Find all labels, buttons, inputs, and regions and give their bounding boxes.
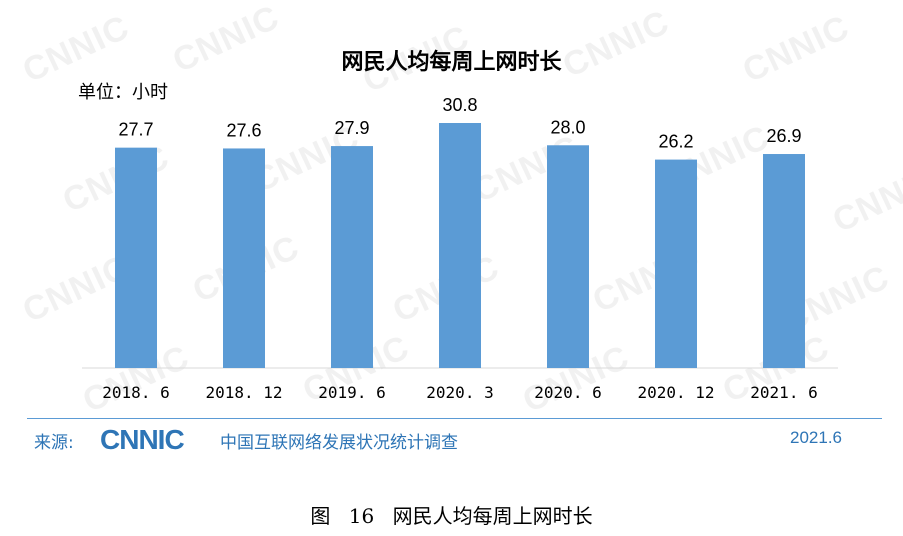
- cnnic-logo-text: CNNIC: [100, 424, 184, 454]
- bar-chart: 27.7 2018. 6 27.6 2018. 12 27.9 2019. 6 30.8 20…: [82, 95, 838, 402]
- x-tick-label: 2018. 12: [205, 383, 282, 402]
- source-date: 2021.6: [790, 428, 842, 447]
- data-label: 27.9: [334, 118, 369, 138]
- data-label: 30.8: [442, 95, 477, 115]
- data-label: 26.9: [766, 126, 801, 146]
- x-tick-label: 2020. 3: [426, 383, 493, 402]
- bar: [115, 147, 157, 368]
- x-tick-label: 2019. 6: [318, 383, 385, 402]
- source-label: 来源:: [34, 433, 74, 453]
- data-label: 27.6: [226, 120, 261, 140]
- bar: [547, 145, 589, 368]
- data-label: 27.7: [118, 120, 153, 140]
- bar: [763, 154, 805, 368]
- bar: [655, 159, 697, 368]
- bar: [331, 146, 373, 368]
- bar: [439, 123, 481, 368]
- source-organization: 中国互联网络发展状况统计调查: [220, 433, 458, 453]
- figure-caption-title: 网民人均每周上网时长: [392, 504, 593, 528]
- x-tick-label: 2018. 6: [102, 383, 169, 402]
- data-label: 26.2: [658, 132, 693, 152]
- cnnic-logo: CNNIC: [100, 424, 185, 454]
- bar: [223, 148, 265, 368]
- figure-caption-number: 16: [348, 504, 375, 528]
- x-tick-label: 2020. 12: [637, 383, 714, 402]
- figure-caption-label: 图: [310, 504, 331, 528]
- figure-caption: 图 16 网民人均每周上网时长: [0, 500, 903, 529]
- chart-title: 网民人均每周上网时长: [341, 50, 562, 75]
- x-tick-label: 2020. 6: [534, 383, 601, 402]
- data-label: 28.0: [550, 117, 585, 137]
- footer-divider: [27, 418, 882, 419]
- x-tick-label: 2021. 6: [750, 383, 817, 402]
- unit-label: 单位：小时: [78, 82, 168, 103]
